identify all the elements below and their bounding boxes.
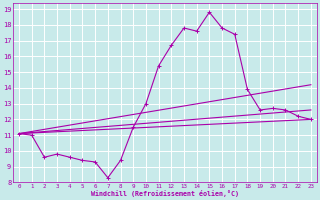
X-axis label: Windchill (Refroidissement éolien,°C): Windchill (Refroidissement éolien,°C) [91, 190, 239, 197]
